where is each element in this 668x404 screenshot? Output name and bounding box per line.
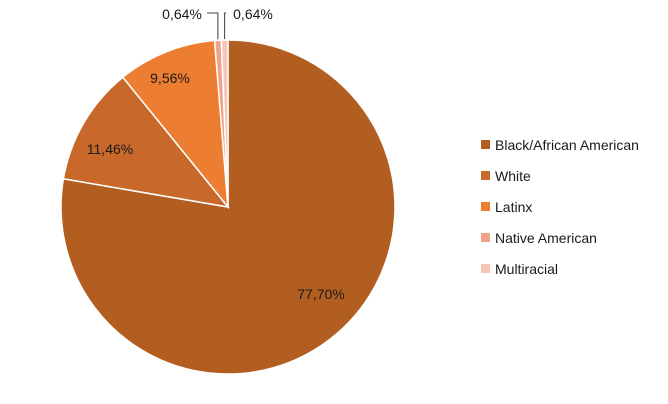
legend-label: Latinx <box>495 199 532 215</box>
leader-line <box>224 12 226 39</box>
legend-swatch <box>481 140 490 149</box>
pie-slice-latinx <box>121 39 229 210</box>
data-label: 0,64% <box>233 6 273 22</box>
legend: Black/African American White Latinx Native … <box>481 137 639 277</box>
data-label: 11,46% <box>87 141 133 157</box>
leader-lines <box>207 12 226 40</box>
data-label: 0,64% <box>162 6 202 22</box>
pie-slice-multiracial <box>220 39 229 208</box>
pie-slice-white <box>62 76 230 209</box>
legend-label: Native American <box>495 230 597 246</box>
leader-line <box>207 12 219 40</box>
legend-label: Black/African American <box>495 137 639 153</box>
pie-slices <box>60 39 396 375</box>
data-labels: 77,70% 11,46% 9,56% 0,64% 0,64% <box>87 6 345 302</box>
legend-swatch <box>481 171 490 180</box>
legend-label: Multiracial <box>495 261 558 277</box>
legend-swatch <box>481 264 490 273</box>
data-label: 77,70% <box>297 286 344 302</box>
data-label: 9,56% <box>150 70 190 86</box>
legend-swatch <box>481 233 490 242</box>
legend-label: White <box>495 168 531 184</box>
legend-swatch <box>481 202 490 211</box>
